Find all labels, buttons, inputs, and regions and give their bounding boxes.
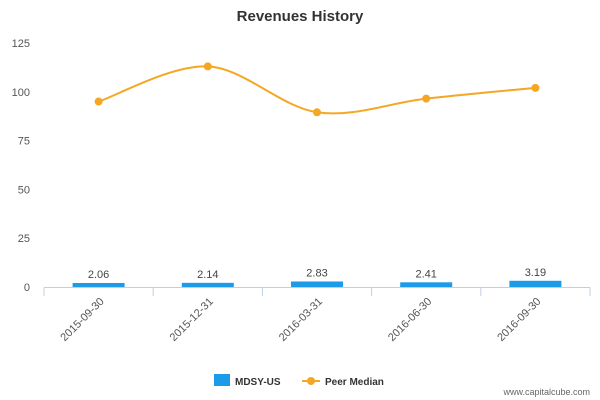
peer-median-line [98,65,536,115]
peer-median-point [313,108,321,117]
legend-swatch-mdsy [214,374,230,386]
x-axis-tickmarks [43,287,591,296]
x-tick-label: 2016-03-31 [277,296,325,344]
x-tick-label: 2015-09-30 [58,296,106,344]
bar-mdsy [72,282,125,287]
bar-series [72,280,562,287]
y-axis-ticks: 0 25 50 75 100 125 [12,38,30,294]
bar-data-label: 2.14 [197,269,218,281]
peer-median-point [422,94,431,103]
x-axis-labels: 2015-09-30 2015-12-31 2016-03-31 2016-06-30… [58,296,543,344]
bar-mdsy [509,280,562,287]
y-tick-label: 25 [18,233,30,245]
credit-text: www.capitalcube.com [502,387,590,397]
legend-swatch-peer-dot [307,377,315,385]
bar-data-label: 3.19 [525,267,546,279]
bar-data-label: 2.06 [88,269,109,281]
y-tick-label: 125 [12,38,30,50]
legend-label-peer: Peer Median [325,377,384,388]
bar-data-labels: 2.06 2.14 2.83 2.41 3.19 [88,267,546,281]
y-tick-label: 0 [24,282,30,294]
peer-median-point [203,62,212,71]
bar-mdsy [291,281,343,287]
peer-median-point [94,97,103,106]
x-tick-label: 2016-06-30 [386,296,434,344]
y-tick-label: 100 [12,87,30,99]
legend[interactable]: MDSY-US Peer Median [214,374,384,388]
peer-median-points [94,62,540,117]
x-tick-label: 2016-09-30 [495,296,543,344]
bar-data-label: 2.41 [415,268,436,280]
x-tick-label: 2015-12-31 [168,296,216,344]
legend-label-mdsy: MDSY-US [235,377,281,388]
bar-mdsy [400,282,453,287]
bar-data-label: 2.83 [306,267,327,279]
y-tick-label: 75 [18,136,30,148]
peer-median-point [531,83,540,92]
chart-title: Revenues History [237,8,364,25]
bar-mdsy [181,282,234,287]
y-tick-label: 50 [18,184,30,196]
